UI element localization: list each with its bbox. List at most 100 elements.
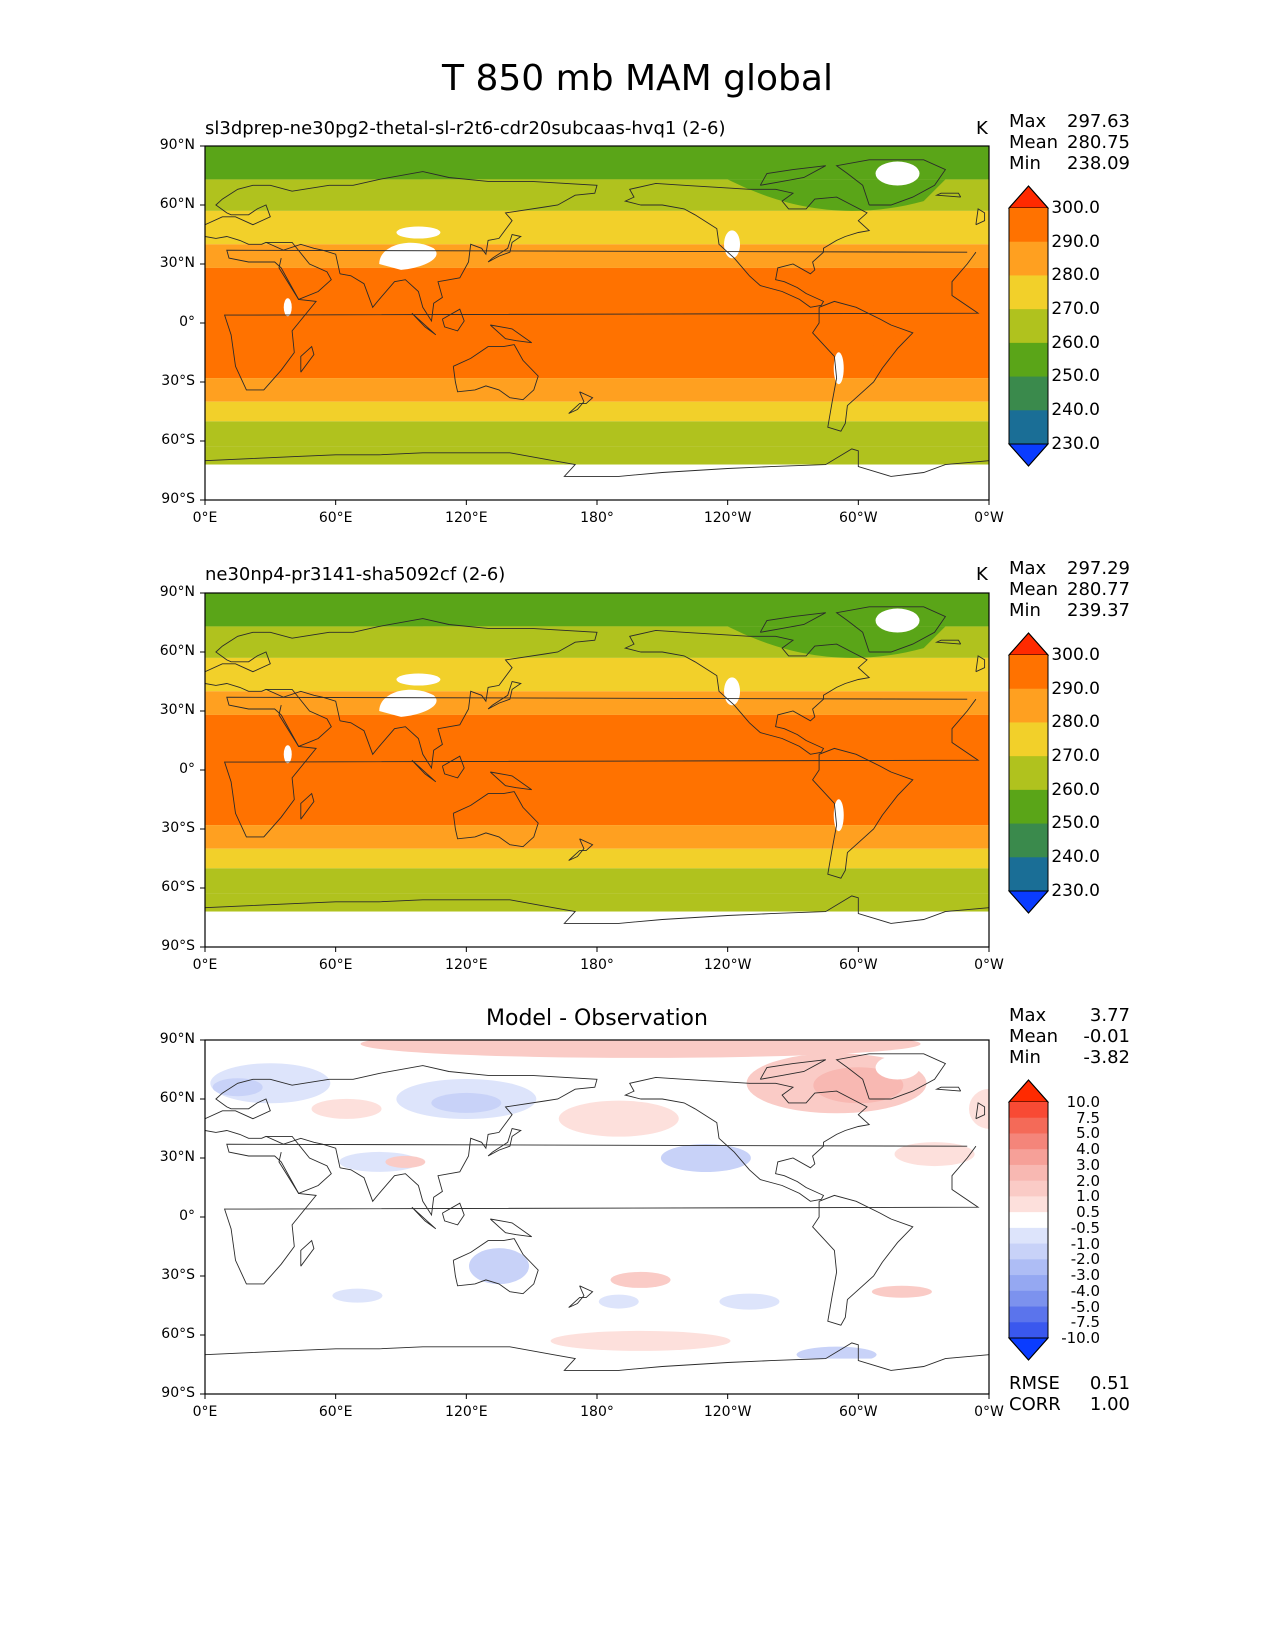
lon-tick-label: 120°E	[445, 957, 488, 973]
masked-greenland	[875, 608, 920, 633]
colorbar-temperature-2-tick-label: 280.0	[1051, 712, 1100, 733]
panel-1-min-value: 238.09	[1067, 153, 1130, 174]
coastline-1-0	[223, 249, 980, 391]
coastline-3-9	[623, 1076, 871, 1202]
colorbar-temperature-1-segment	[1009, 342, 1048, 378]
coastline-2-11	[835, 606, 947, 653]
coastline-1-16	[300, 345, 315, 373]
colorbar-difference-tick-label: 3.0	[1076, 1155, 1100, 1174]
coastline-1-11	[835, 159, 947, 206]
coastline-1-15	[975, 208, 986, 226]
panel-1-mean-value: 280.75	[1067, 132, 1130, 153]
colorbar-temperature-2-tick-label: 230.0	[1051, 880, 1100, 901]
coastline-1-4	[411, 312, 437, 336]
coastline-3-3	[452, 1238, 539, 1295]
pos-canada-core	[813, 1067, 904, 1104]
temperature-band-1-3	[205, 244, 989, 268]
pos-sahara	[385, 1155, 426, 1168]
colorbar-temperature-2-segment	[1009, 789, 1048, 825]
coastline-3-13	[205, 1342, 989, 1371]
colorbar-difference-tick-label: -1.0	[1070, 1234, 1100, 1253]
colorbar-temperature-2-segment	[1009, 688, 1048, 723]
masked-ethiopia	[283, 298, 292, 317]
pos-europe	[311, 1098, 382, 1119]
cool-region-siberia	[422, 626, 641, 642]
coastline-1-1	[266, 241, 332, 300]
colorbar-difference-tick-label: -3.0	[1070, 1266, 1100, 1285]
temperature-band-2-8	[205, 893, 989, 912]
rmse-value: 0.51	[1089, 1373, 1130, 1394]
colorbar-temperature-2-tick-label: 270.0	[1051, 745, 1100, 766]
temperature-band-2-6	[205, 848, 989, 869]
warm-region-south-america	[771, 289, 902, 347]
corr-value: 1.00	[1089, 1394, 1130, 1415]
lon-tick-label: 0°E	[192, 510, 218, 526]
masked-tibet	[379, 242, 437, 270]
coastline-2-7	[487, 680, 522, 710]
lat-tick-label: 30°S	[161, 373, 195, 389]
lat-tick-label: 90°S	[161, 938, 195, 954]
lat-tick-label: 0°	[179, 761, 195, 777]
coastline-3-14	[934, 1086, 962, 1092]
temperature-band-1-0	[205, 146, 989, 180]
colorbar-difference-tick-label: -7.5	[1070, 1313, 1100, 1332]
lat-tick-label: 30°N	[159, 255, 195, 271]
lon-tick-label: 0°W	[974, 510, 1004, 526]
colorbar-difference-max-extend	[1007, 1079, 1050, 1103]
panel-3-min-value: -3.82	[1083, 1047, 1130, 1068]
colorbar-difference-tick-label: -10.0	[1061, 1329, 1100, 1347]
colorbar-temperature-1-tick-label: 230.0	[1051, 433, 1100, 454]
corr-label: CORR	[1009, 1394, 1061, 1415]
masked-mongolia	[396, 673, 441, 686]
panel-2-mean-label: Mean	[1009, 579, 1059, 600]
lon-tick-label: 180°	[580, 510, 614, 526]
masked-antarctica	[205, 1358, 989, 1394]
lat-tick-label: 30°N	[159, 1149, 195, 1165]
colorbar-temperature-2-tick-label: 250.0	[1051, 813, 1100, 834]
neg-central-asia-core	[431, 1092, 502, 1113]
pos-arctic	[360, 1040, 921, 1058]
lat-tick-label: 0°	[179, 314, 195, 330]
coastline-3-6	[489, 1218, 532, 1238]
lon-tick-label: 60°E	[318, 957, 353, 973]
lat-tick-label: 60°S	[161, 1326, 195, 1342]
colorbar-temperature-2-tick-label: 240.0	[1051, 847, 1100, 868]
lat-tick-label: 30°S	[161, 1267, 195, 1283]
masked-rockies	[724, 677, 741, 706]
lon-tick-label: 0°W	[974, 957, 1004, 973]
lat-tick-label: 60°S	[161, 432, 195, 448]
colorbar-difference-segment	[1009, 1243, 1048, 1260]
colorbar-temperature-2-outline	[1008, 632, 1049, 914]
masked-antarctica	[205, 464, 989, 500]
map-field-1	[205, 146, 989, 500]
colorbar-difference-segment	[1009, 1180, 1048, 1197]
colorbar-temperature-1-tick-label: 290.0	[1051, 231, 1100, 252]
colorbar-difference-segment	[1009, 1306, 1048, 1323]
neg-siberia-core	[212, 1078, 263, 1097]
coastline-2-13	[205, 895, 989, 924]
coastline-3-10	[812, 1194, 914, 1326]
panel-1-max-label: Max	[1009, 111, 1047, 132]
colorbar-difference-segment	[1009, 1290, 1048, 1308]
pos-north-atlantic	[894, 1142, 975, 1167]
colorbar-temperature-1-tick-label: 240.0	[1051, 400, 1100, 421]
lat-tick-label: 60°N	[159, 1090, 195, 1106]
coastline-3-15	[975, 1102, 986, 1120]
warm-region-west-africa	[931, 734, 989, 790]
lat-tick-label: 90°S	[161, 1385, 195, 1401]
panel-2-max-label: Max	[1009, 558, 1047, 579]
colorbar-temperature-1-tick-label: 260.0	[1051, 332, 1100, 353]
colorbar-temperature-1-outline	[1008, 185, 1049, 467]
lon-tick-label: 60°E	[318, 510, 353, 526]
neg-australia	[469, 1248, 529, 1285]
map-field-2	[205, 593, 989, 947]
colorbar-temperature-1-segment	[1009, 376, 1048, 411]
temperature-band-1-8	[205, 446, 989, 465]
temperature-band-1-2	[205, 210, 989, 245]
panel-2-min-label: Min	[1009, 600, 1041, 621]
colorbar-difference-tick-label: -0.5	[1070, 1218, 1100, 1237]
lat-tick-label: 30°S	[161, 820, 195, 836]
colorbar-difference-segment	[1009, 1275, 1048, 1292]
colorbar-temperature-2-segment	[1009, 655, 1048, 690]
colorbar-temperature-2-tick-label: 300.0	[1051, 644, 1100, 665]
